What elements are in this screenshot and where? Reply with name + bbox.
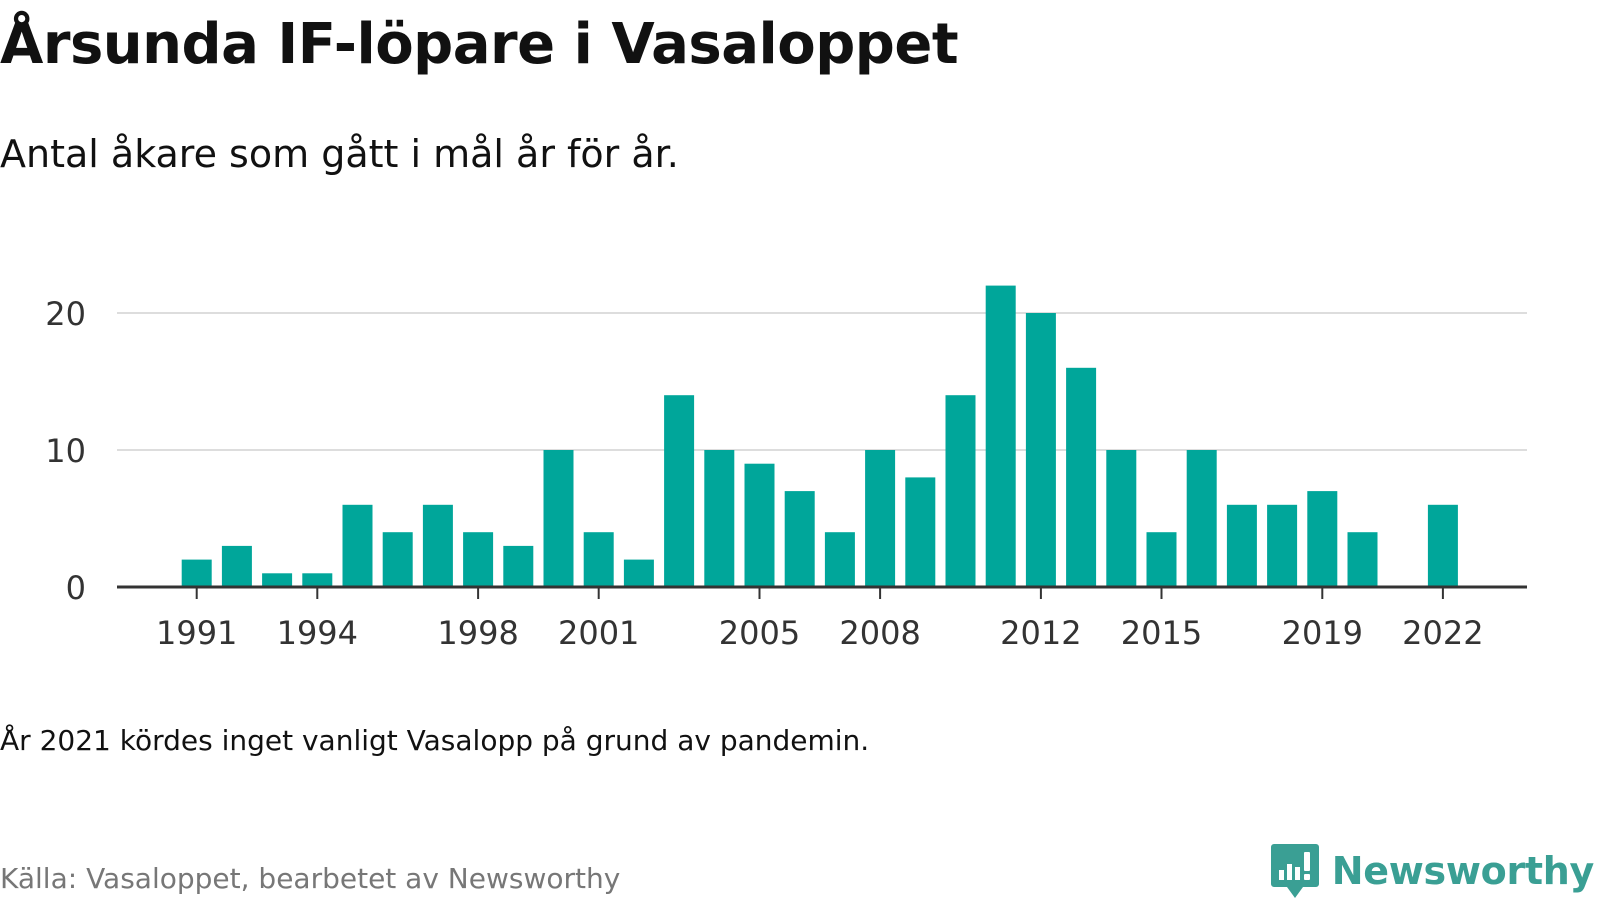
y-tick-label: 0 — [66, 569, 86, 607]
bar — [704, 450, 735, 587]
chart-note: År 2021 kördes inget vanligt Vasalopp på… — [0, 724, 870, 757]
x-tick-label: 1994 — [277, 614, 358, 652]
y-tick-label: 20 — [45, 295, 86, 333]
bar — [985, 285, 1016, 587]
bar — [342, 504, 373, 587]
bar — [1146, 532, 1177, 587]
bar — [905, 477, 936, 587]
source-credit: Källa: Vasaloppet, bearbetet av Newswort… — [0, 862, 621, 895]
chart-title: Årsunda IF-löpare i Vasaloppet — [0, 12, 959, 77]
bar — [583, 532, 614, 587]
bar — [422, 504, 453, 587]
bar — [1066, 367, 1097, 587]
x-tick-label: 2001 — [558, 614, 639, 652]
bar — [503, 545, 534, 587]
bar — [1106, 450, 1137, 587]
bar — [1025, 313, 1056, 587]
bar — [1267, 504, 1298, 587]
newsworthy-logo-icon — [1270, 844, 1319, 898]
x-tick-label: 2012 — [1000, 614, 1081, 652]
x-tick-label: 2008 — [839, 614, 920, 652]
bar — [1307, 491, 1338, 587]
bar — [382, 532, 413, 587]
x-tick-label: 2022 — [1402, 614, 1483, 652]
bar — [664, 395, 695, 587]
bar — [543, 450, 574, 587]
bar — [623, 559, 654, 587]
x-tick-label: 1991 — [156, 614, 237, 652]
brand-name: Newsworthy — [1331, 849, 1595, 893]
bar — [302, 573, 333, 587]
x-tick-label: 2015 — [1121, 614, 1202, 652]
bar — [744, 463, 775, 587]
chart-subtitle: Antal åkare som gått i mål år för år. — [0, 132, 679, 176]
x-tick-label: 2019 — [1282, 614, 1363, 652]
bar — [221, 545, 252, 587]
bar — [181, 559, 212, 587]
bar — [262, 573, 293, 587]
x-tick-label: 2005 — [719, 614, 800, 652]
bar — [865, 450, 896, 587]
bar — [463, 532, 494, 587]
x-tick-label: 1998 — [437, 614, 518, 652]
y-tick-label: 10 — [45, 432, 86, 470]
bar — [945, 395, 976, 587]
bar — [1186, 450, 1217, 587]
bar — [784, 491, 815, 587]
bar — [1347, 532, 1378, 587]
brand-logo: Newsworthy — [1270, 842, 1594, 900]
bar — [824, 532, 855, 587]
bar — [1427, 504, 1458, 587]
bar — [1226, 504, 1257, 587]
